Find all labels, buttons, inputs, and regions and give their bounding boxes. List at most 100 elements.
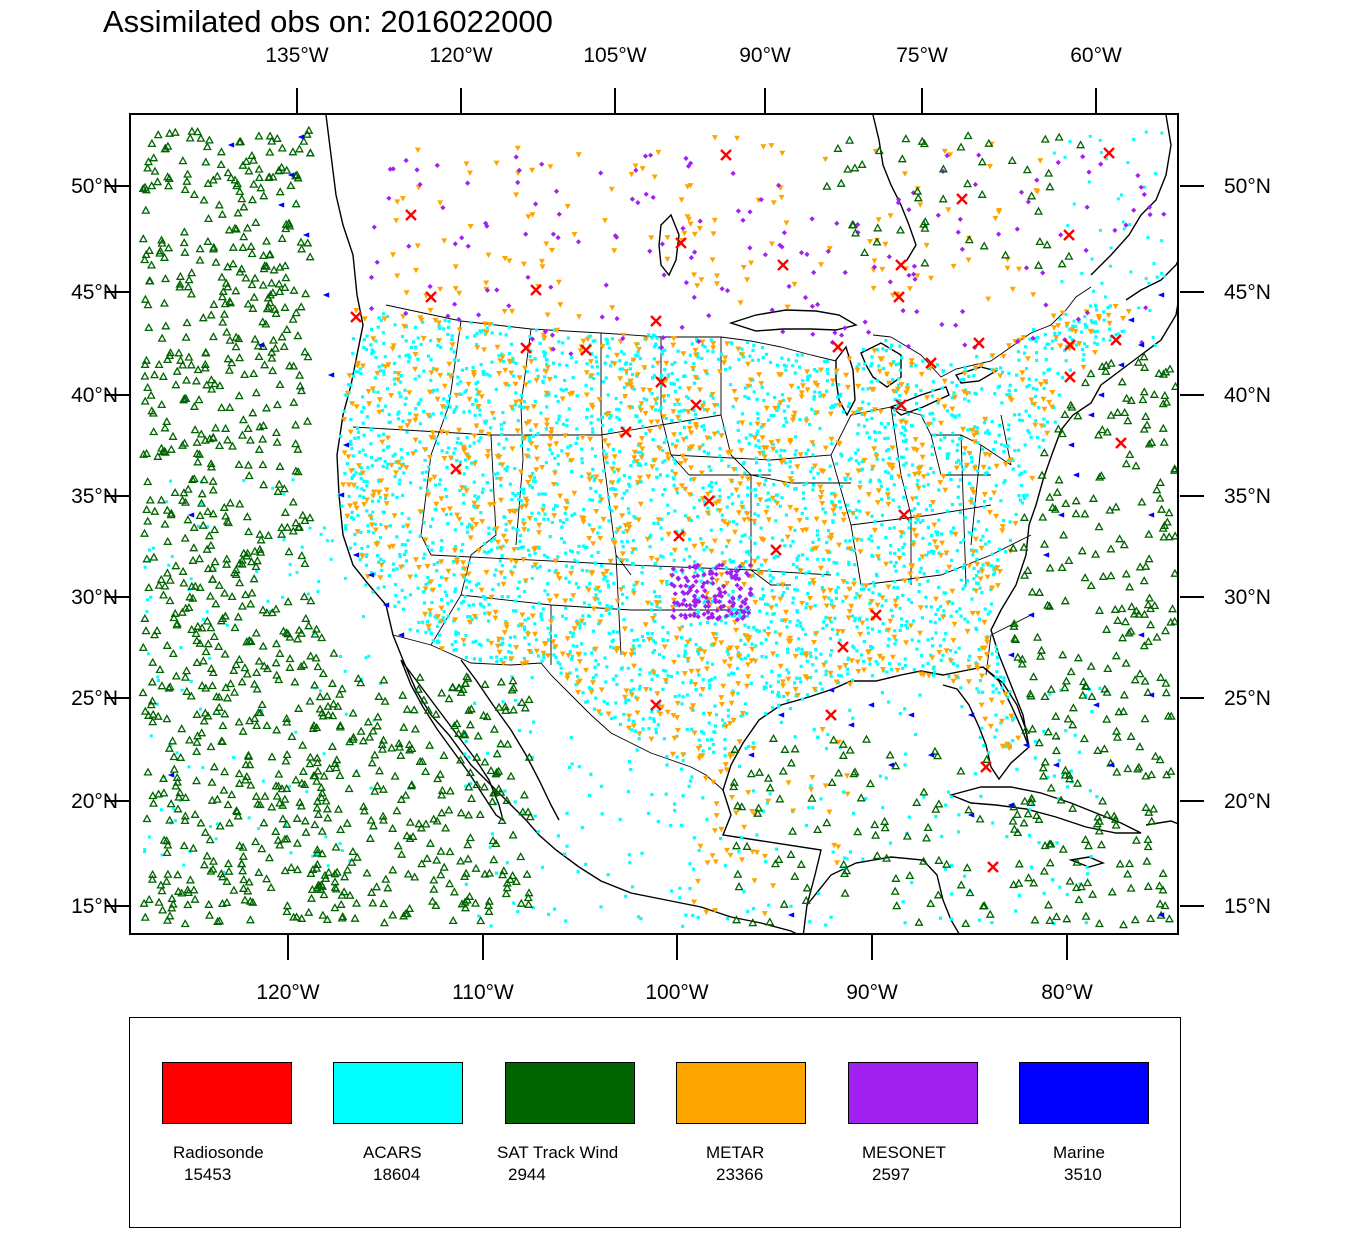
acars-mark [973, 391, 977, 395]
metar-mark [855, 468, 862, 474]
metar-mark [835, 440, 842, 446]
metar-mark [421, 447, 428, 453]
acars-mark [288, 573, 292, 577]
sat-track-wind-mark [272, 400, 282, 409]
metar-mark [638, 454, 645, 461]
acars-mark [857, 618, 862, 622]
acars-mark [567, 580, 571, 584]
acars-mark [486, 751, 490, 755]
acars-mark [981, 534, 985, 538]
acars-mark [647, 811, 651, 815]
metar-mark [436, 338, 442, 344]
acars-mark [912, 668, 916, 672]
left-tick [106, 185, 130, 187]
acars-mark [995, 649, 999, 654]
acars-mark [932, 471, 936, 475]
acars-mark [374, 458, 378, 462]
metar-mark [682, 486, 689, 493]
metar-mark [933, 596, 939, 602]
acars-mark [1089, 854, 1093, 859]
acars-mark [870, 645, 875, 650]
metar-mark [673, 487, 680, 493]
acars-mark [1099, 151, 1103, 154]
metar-mark [790, 414, 797, 420]
metar-mark [474, 345, 481, 351]
acars-mark [322, 752, 326, 756]
metar-mark [739, 420, 746, 426]
acars-mark [666, 393, 670, 398]
acars-mark [600, 614, 604, 618]
acars-mark [657, 377, 661, 381]
metar-mark [787, 439, 794, 446]
acars-mark [438, 482, 442, 486]
mesonet-mark [1141, 191, 1147, 198]
sat-track-wind-mark [139, 449, 149, 458]
sat-track-wind-mark [163, 354, 172, 364]
acars-mark [838, 394, 842, 398]
acars-mark [825, 379, 829, 383]
acars-mark [737, 357, 741, 362]
acars-mark [1072, 319, 1076, 323]
acars-mark [898, 606, 902, 610]
acars-mark [789, 904, 793, 908]
acars-mark [957, 813, 961, 817]
metar-mark [817, 367, 824, 373]
metar-mark [483, 570, 490, 576]
acars-mark [381, 448, 386, 452]
acars-mark [353, 532, 357, 536]
acars-mark [617, 408, 621, 412]
metar-mark [1002, 691, 1009, 698]
acars-mark [531, 565, 535, 569]
acars-mark [764, 638, 768, 642]
acars-mark [1018, 498, 1022, 502]
acars-mark [574, 683, 578, 687]
acars-mark [546, 555, 550, 559]
acars-mark [681, 794, 685, 798]
acars-mark [520, 812, 524, 816]
acars-mark [897, 362, 901, 366]
acars-mark [1083, 315, 1087, 319]
acars-mark [609, 645, 613, 649]
left-tick [106, 596, 130, 598]
acars-mark [329, 557, 333, 561]
acars-mark [903, 657, 907, 661]
acars-mark [629, 362, 633, 366]
acars-mark [754, 461, 759, 465]
mesonet-mark [650, 194, 656, 200]
metar-mark [590, 541, 597, 547]
acars-mark [707, 679, 711, 683]
acars-mark [967, 658, 971, 662]
metar-mark [929, 655, 936, 661]
acars-mark [774, 603, 778, 607]
metar-mark [981, 619, 988, 626]
sat-track-wind-mark [148, 791, 158, 800]
mesonet-mark [1080, 154, 1086, 160]
metar-mark [710, 341, 717, 347]
acars-mark [435, 388, 439, 392]
acars-mark [685, 395, 689, 399]
acars-mark [1148, 309, 1152, 312]
acars-mark [632, 639, 636, 643]
acars-mark [355, 485, 359, 489]
sat-track-wind-mark [256, 535, 266, 544]
mesonet-mark [1143, 305, 1149, 311]
acars-mark [474, 381, 478, 386]
metar-mark [433, 367, 440, 373]
acars-mark [340, 849, 344, 852]
mesonet-mark [671, 615, 677, 621]
metar-mark [871, 258, 878, 264]
acars-mark [393, 452, 397, 456]
acars-mark [1143, 185, 1147, 189]
mesonet-mark [1086, 169, 1092, 175]
acars-mark [1068, 140, 1072, 143]
metar-mark [521, 521, 527, 528]
acars-mark [770, 669, 774, 673]
acars-mark [413, 377, 417, 381]
acars-mark [706, 349, 710, 353]
acars-mark [959, 541, 963, 545]
mesonet-mark [670, 613, 676, 619]
metar-mark [991, 490, 998, 496]
metar-mark [597, 479, 604, 485]
acars-mark [889, 608, 893, 612]
sat-track-wind-mark [273, 781, 283, 790]
